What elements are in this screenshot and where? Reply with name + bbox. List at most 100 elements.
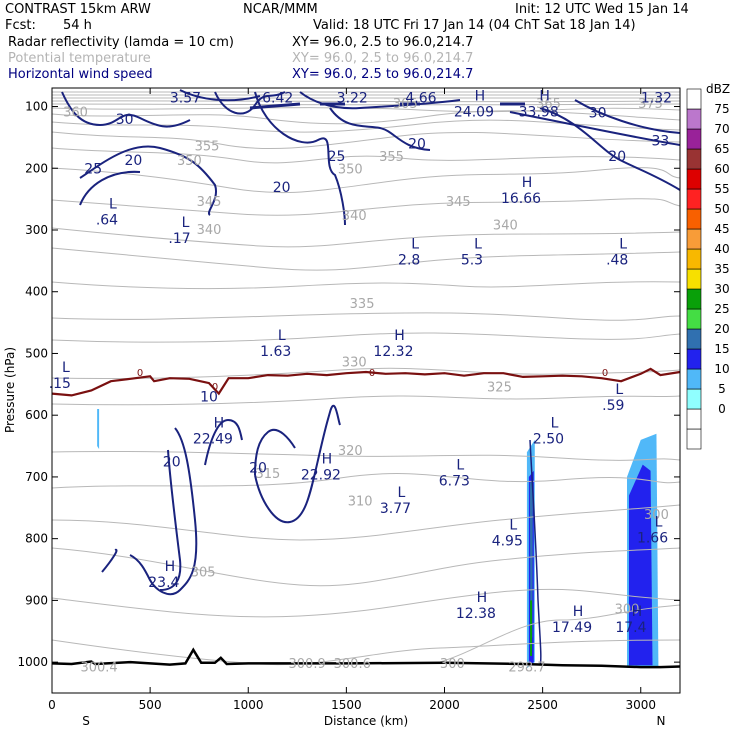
y-axis-label: Pressure (hPa) [3, 347, 17, 433]
x-tick-label: 500 [139, 698, 162, 712]
theta-label: 335 [350, 297, 375, 312]
colorbar-swatch [686, 368, 702, 390]
y-tick-label: 900 [25, 593, 48, 607]
y-tick-label: 100 [25, 100, 48, 114]
extremum-kind: H [322, 452, 333, 468]
y-tick-label: 200 [25, 161, 48, 175]
isotach-label: 20 [163, 454, 181, 470]
isotach-line [539, 107, 681, 191]
theta-label: 355 [379, 150, 404, 165]
colorbar-tick-label: 35 [714, 262, 729, 276]
isotach-label: 33 [651, 133, 669, 149]
isotach-line [329, 107, 431, 151]
theta-line [51, 147, 681, 164]
x-tick-label: 3000 [625, 698, 656, 712]
zero-isotherm-label: 0 [137, 368, 143, 379]
theta-line [51, 131, 681, 150]
isotach-line [529, 439, 542, 666]
isotach-line [254, 429, 296, 476]
plot-frame [51, 87, 681, 694]
x-tick-label: 1500 [331, 698, 362, 712]
jet-value-label: 3.57 [170, 90, 201, 106]
extremum-kind: L [619, 237, 627, 253]
theta-line [439, 604, 681, 663]
theta-line [51, 547, 681, 587]
field-name-wind: Horizontal wind speed [8, 67, 153, 82]
zero-isotherm-line [51, 367, 681, 397]
extremum-value: .15 [49, 376, 71, 392]
isotach-label: 30 [116, 112, 134, 128]
extremum-kind: L [109, 197, 117, 213]
isotach-line [254, 404, 341, 524]
reflectivity-cell [97, 409, 100, 450]
theta-line [51, 107, 681, 113]
theta-line [51, 119, 681, 133]
theta-line [51, 227, 681, 248]
theta-label: 360 [63, 106, 88, 121]
jet-value-label: 6.42 [262, 90, 293, 106]
theta-label: 300.6 [334, 657, 371, 672]
fcst-value: 54 h [63, 18, 92, 33]
theta-line [51, 312, 681, 321]
theta-line [51, 473, 681, 489]
isotach-line [509, 111, 681, 146]
theta-label: 300.4 [80, 661, 117, 676]
theta-label: 340 [197, 223, 222, 238]
center-title: NCAR/MMM [243, 2, 318, 17]
wind-contours [61, 89, 681, 666]
extremum-kind: H [573, 604, 584, 620]
jet-value-label: 1.32 [641, 90, 672, 106]
extremum-value: 17.4 [615, 620, 646, 636]
isotach-label: 20 [249, 461, 267, 477]
extremum-kind: H [394, 328, 405, 344]
isotach-line [129, 427, 198, 596]
isotach-line [249, 102, 525, 110]
isotach-line [61, 91, 191, 128]
field-name-theta: Potential temperature [8, 51, 151, 66]
theta-line [51, 97, 681, 99]
colorbar-swatch [686, 208, 702, 230]
jet-values: 3.57 6.42 3.22 4.66 1.32 [170, 90, 672, 106]
colorbar-tick-label: 5 [718, 382, 726, 396]
colorbar-tick-label: 45 [714, 222, 729, 236]
extremum-kind: H [632, 604, 643, 620]
colorbar-tick-label: 70 [714, 122, 729, 136]
extremum-kind: L [398, 485, 406, 501]
isotach-line [254, 91, 346, 226]
colorbar-swatch [686, 288, 702, 310]
theta-line [51, 332, 681, 343]
theta-label: 300 [615, 603, 640, 618]
x-tick-label: 1000 [233, 698, 264, 712]
extremum-kind: H [477, 590, 488, 606]
reflectivity-cell [530, 600, 533, 656]
extremum-value: 2.50 [533, 432, 564, 448]
colorbar-swatch [686, 388, 702, 410]
extremum-value: 3.77 [380, 501, 411, 517]
extremum-kind: H [522, 175, 533, 191]
theta-label: 320 [338, 444, 363, 459]
terrain-line [51, 647, 681, 669]
extremum-value: 1.63 [260, 344, 291, 360]
x-tick-label: 0 [48, 698, 56, 712]
theta-label: 355 [195, 140, 220, 155]
extremum-kind: L [615, 382, 623, 398]
isotach-label: 25 [328, 149, 346, 165]
y-tick-label: 300 [25, 223, 48, 237]
colorbar-tick-label: 65 [714, 142, 729, 156]
colorbar-swatch [686, 108, 702, 130]
model-title: CONTRAST 15km ARW [5, 2, 151, 17]
isotach-label: 30 [589, 106, 607, 122]
extremum-kind: L [278, 328, 286, 344]
theta-label: 330 [342, 356, 367, 371]
reflectivity-cell [628, 464, 653, 666]
colorbar: dBZ 0 5 10 15 20 25 30 35 40 45 50 55 60 65 70 75 [686, 82, 730, 450]
colorbar-swatch [686, 348, 702, 370]
x-tick-label: 2500 [527, 698, 558, 712]
isotach-label: 10 [200, 390, 218, 406]
x-axis-label: Distance (km) [324, 714, 408, 728]
y-tick-label: 700 [25, 470, 48, 484]
isotach-line [179, 89, 261, 102]
